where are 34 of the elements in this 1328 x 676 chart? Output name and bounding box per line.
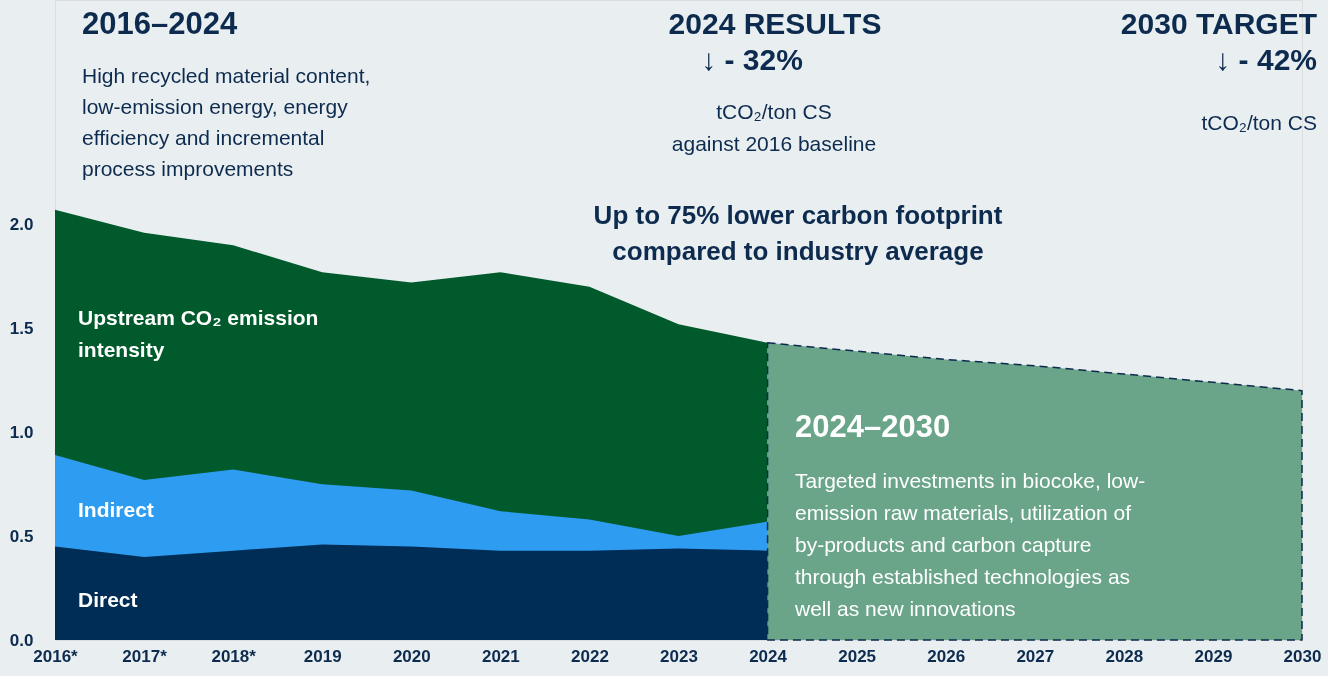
x-tick-label: 2021 [481,646,520,666]
annotation: tCO₂/ton CS against 2016 baseline [671,100,877,155]
x-tick-label: 2019 [303,646,342,666]
y-tick-label: 1.5 [9,318,34,338]
annotation: Up to 75% lower carbon footprint compared to industry average [593,200,1003,266]
annotation: 2024 RESULTS [668,7,882,40]
x-tick-label: 2025 [838,646,877,666]
annotation: High recycled material content, low-emission energy, energy efficiency and incremental process improvements [82,64,371,180]
series-label: Indirect [78,498,154,521]
x-tick-label: 2022 [571,646,609,666]
x-tick-label: 2017* [122,646,168,666]
y-tick-label: 1.0 [9,422,34,442]
series-label: Direct [78,588,138,611]
annotation: 2016–2024 [82,6,238,41]
x-tick-label: 2030 [1283,646,1322,666]
annotation: ↓ - 32% [701,43,803,76]
x-tick-label: 2023 [660,646,698,666]
x-tick-label: 2028 [1105,646,1144,666]
y-tick-label: 0.5 [9,526,34,546]
annotation: ↓ - 42% [1215,43,1317,76]
series-label: Upstream CO₂ emission intensity [78,306,319,361]
x-tick-label: 2029 [1194,646,1233,666]
annotation: Targeted investments in biocoke, low- emission raw materials, utilization of by-products and carbon capture through established technologies as well as new innovations [794,469,1146,620]
annotation: tCO₂/ton CS [1201,111,1317,134]
x-tick-label: 2027 [1016,646,1055,666]
x-tick-label: 2026 [927,646,966,666]
y-tick-label: 0.0 [9,630,34,650]
x-tick-label: 2016* [33,646,79,666]
annotation: 2024–2030 [795,409,951,444]
x-tick-label: 2024 [749,646,788,666]
x-tick-label: 2020 [392,646,431,666]
annotation: 2030 TARGET [1120,7,1317,40]
x-tick-label: 2018* [211,646,257,666]
y-tick-label: 2.0 [9,214,34,234]
